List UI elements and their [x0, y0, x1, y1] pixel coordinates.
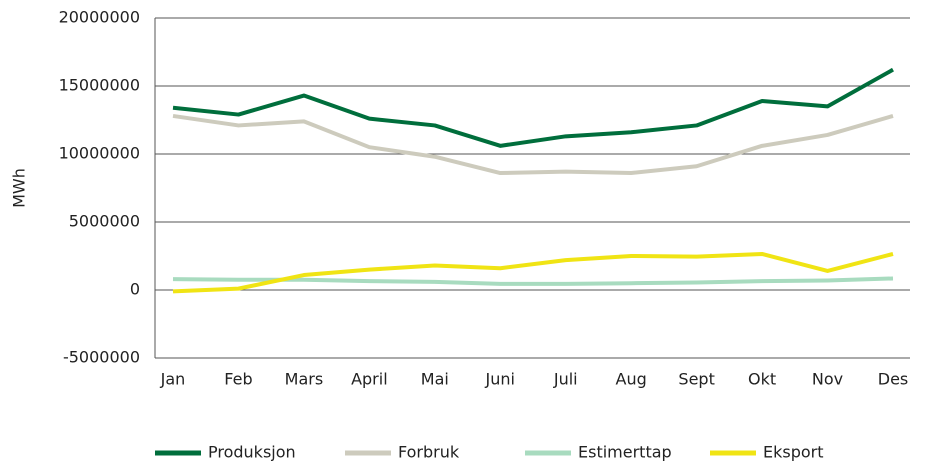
x-tick-label: Juni: [485, 370, 515, 389]
y-tick-label: 10000000: [59, 144, 140, 163]
series-line: [172, 67, 894, 148]
legend-label: Produksjon: [208, 443, 296, 462]
y-tick-label: 5000000: [69, 212, 140, 231]
x-tick-label: Nov: [812, 370, 843, 389]
x-tick-label: Des: [878, 370, 909, 389]
x-tick-label: Okt: [748, 370, 776, 389]
y-tick-label: 20000000: [59, 8, 140, 27]
x-tick-label: Mars: [285, 370, 324, 389]
x-tick-label: April: [351, 370, 388, 389]
series-line: [172, 276, 894, 286]
y-tick-label: -5000000: [63, 348, 140, 367]
legend-label: Forbruk: [398, 443, 460, 462]
x-tick-label: Jan: [160, 370, 186, 389]
series-line: [172, 113, 894, 176]
legend-label: Estimerttap: [578, 443, 672, 462]
series-line: [172, 251, 894, 294]
x-tick-label: Juli: [553, 370, 578, 389]
x-tick-label: Sept: [678, 370, 714, 389]
x-tick-label: Aug: [616, 370, 647, 389]
y-tick-label: 0: [130, 280, 140, 299]
x-tick-label: Mai: [421, 370, 449, 389]
x-tick-label: Feb: [224, 370, 252, 389]
y-axis-label: MWh: [10, 168, 29, 208]
y-tick-label: 15000000: [59, 76, 140, 95]
legend-label: Eksport: [763, 443, 824, 462]
